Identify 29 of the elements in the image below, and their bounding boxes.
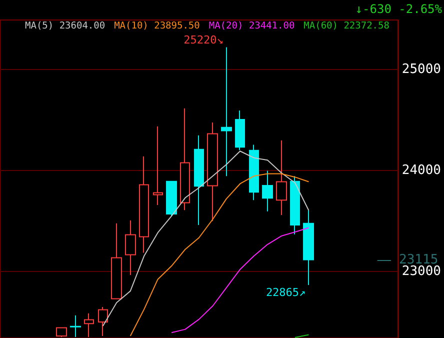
candlestick xyxy=(276,140,287,216)
candlestick xyxy=(139,156,149,254)
line-series xyxy=(170,227,310,334)
annotation: 22865↗ xyxy=(266,286,306,299)
candlestick xyxy=(180,108,190,211)
y-tick-label: 25000 xyxy=(402,62,442,77)
candlestick xyxy=(207,122,218,222)
candlestick xyxy=(221,46,232,177)
candlestick xyxy=(303,210,314,286)
candlestick xyxy=(153,126,163,206)
candlestick xyxy=(249,144,259,201)
candlestick xyxy=(235,110,245,151)
text: MA(10) 23895.50 xyxy=(114,20,200,32)
text: MA(60) 22372.58 xyxy=(304,20,390,32)
candlestick xyxy=(262,170,273,212)
candlestick xyxy=(125,220,136,276)
candlestick xyxy=(70,314,81,338)
candlestick xyxy=(194,134,204,226)
annotation: 25220↘ xyxy=(184,33,224,46)
text: ↓-630 -2.65% xyxy=(355,2,443,16)
text: MA(5) 23604.00 xyxy=(25,20,106,32)
candlestick xyxy=(290,176,300,235)
y-tick-label: 23000 xyxy=(402,264,442,279)
text: MA(20) 23441.00 xyxy=(208,20,295,32)
line-series xyxy=(130,173,310,336)
candlestick xyxy=(111,222,122,300)
y-tick-label: 24000 xyxy=(402,162,442,178)
line-series xyxy=(102,150,310,326)
candlestick xyxy=(166,180,177,217)
